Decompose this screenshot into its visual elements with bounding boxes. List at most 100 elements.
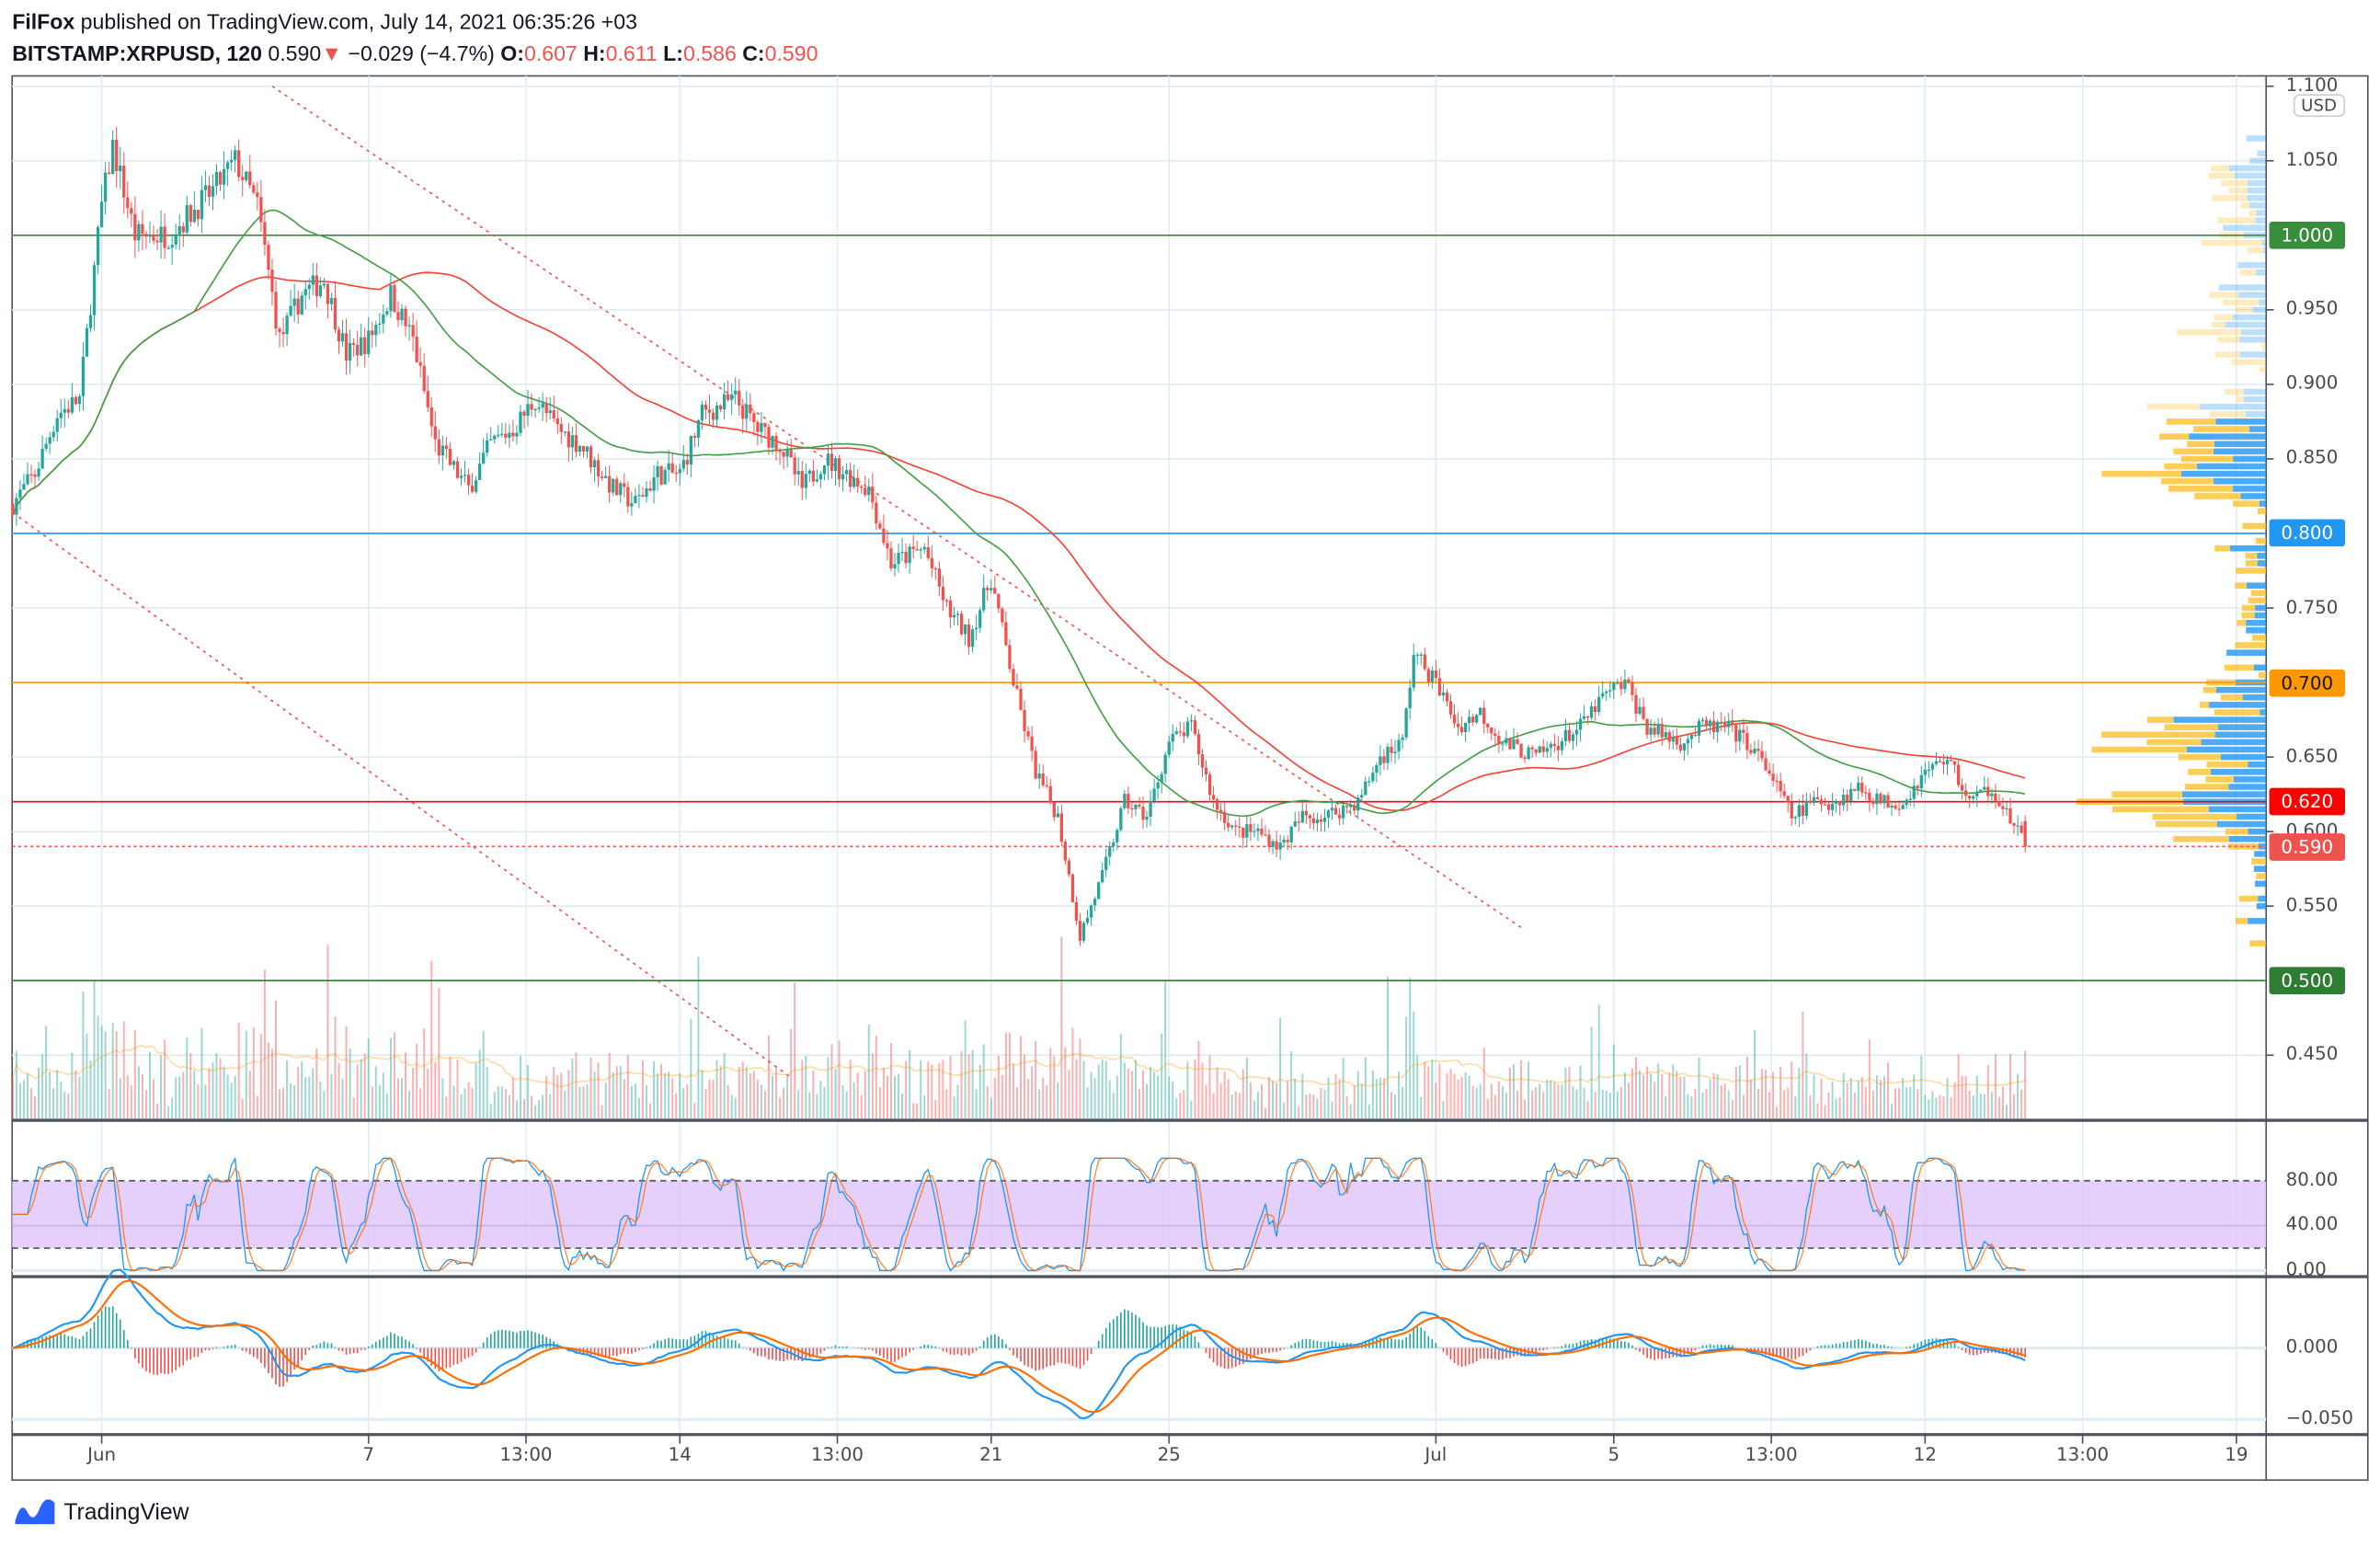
candle	[1574, 720, 1579, 747]
candle	[1594, 699, 1597, 721]
candle	[1219, 803, 1223, 821]
candle	[1619, 676, 1623, 696]
author-name[interactable]: FilFox	[12, 8, 75, 34]
volume-bar	[1320, 1087, 1322, 1119]
high-label: H:	[583, 40, 606, 65]
candle	[778, 447, 782, 465]
candle	[477, 452, 482, 481]
candle-body	[749, 404, 752, 414]
candle-body	[177, 225, 181, 236]
candle-body	[1160, 774, 1163, 783]
candle-body	[604, 476, 608, 478]
volume-profile-down-bar	[2242, 604, 2256, 612]
volume-bar	[830, 1044, 833, 1119]
volume-bar	[560, 1072, 563, 1119]
candle-body	[1760, 751, 1764, 759]
candle	[955, 611, 960, 626]
candle-body	[1390, 746, 1393, 753]
volume-bar	[645, 1084, 647, 1119]
candle	[1437, 668, 1442, 697]
candle	[1890, 801, 1894, 817]
candle-body	[189, 204, 192, 223]
volume-bar	[334, 1016, 337, 1119]
volume-bar	[511, 1077, 514, 1119]
volume-bar	[1008, 1032, 1011, 1119]
candle	[1048, 779, 1052, 806]
volume-bar	[100, 1026, 103, 1119]
candle-body	[133, 213, 137, 241]
volume-bar	[1241, 1069, 1244, 1119]
candle-body	[15, 498, 18, 515]
candle-body	[1619, 682, 1623, 690]
volume-bar	[374, 1066, 377, 1119]
candle-body	[1397, 739, 1401, 752]
candle-body	[1282, 840, 1286, 843]
candle	[1045, 775, 1048, 789]
candle	[1945, 755, 1950, 775]
candle	[844, 463, 849, 482]
candle-body	[1704, 719, 1709, 727]
tradingview-logo[interactable]: TradingView	[12, 1496, 189, 1527]
candle-body	[1649, 728, 1653, 735]
volume-profile-up-bar	[2257, 552, 2267, 559]
volume-bar	[938, 1062, 941, 1119]
candle	[1034, 746, 1037, 780]
volume-profile-down-bar	[2177, 328, 2242, 336]
candle-body	[807, 470, 811, 475]
symbol-label[interactable]: BITSTAMP:XRPUSD, 120	[12, 40, 262, 65]
candle-body	[1667, 732, 1671, 742]
candle-body	[745, 404, 749, 419]
candle	[704, 400, 708, 419]
candle	[1134, 804, 1138, 817]
currency-button[interactable]: USD	[2293, 94, 2345, 118]
volume-bar	[1564, 1068, 1567, 1119]
candle-body	[926, 546, 930, 558]
volume-bar	[741, 1061, 744, 1119]
volume-bar	[712, 1080, 715, 1119]
candle-body	[852, 477, 856, 487]
volume-profile-up-bar	[2228, 165, 2267, 172]
candle	[234, 144, 237, 173]
volume-bar	[1398, 1071, 1401, 1119]
candle-body	[1860, 782, 1864, 793]
candle	[404, 304, 407, 337]
volume-bar	[856, 1072, 859, 1119]
volume-bar	[1360, 1083, 1363, 1119]
candle-body	[1556, 746, 1561, 751]
candle	[1156, 774, 1160, 800]
candle-body	[267, 245, 270, 270]
candle-body	[741, 405, 745, 419]
trendline	[12, 511, 792, 1079]
candle-body	[941, 586, 945, 601]
candle-body	[1634, 694, 1638, 714]
candle	[1656, 717, 1660, 739]
volume-bar	[1583, 1087, 1585, 1119]
candle	[411, 313, 415, 352]
candle-body	[1289, 826, 1293, 842]
candle-body	[426, 391, 429, 407]
volume-bar	[252, 1026, 255, 1119]
candle	[374, 320, 378, 348]
candle-body	[623, 483, 626, 487]
candle	[426, 375, 429, 413]
volume-bar	[434, 1061, 437, 1119]
volume-bar	[1475, 1087, 1478, 1119]
volume-bar	[1642, 1074, 1645, 1119]
volume-bar	[1639, 1070, 1642, 1119]
volume-bar	[330, 1073, 333, 1119]
volume-bar	[26, 1073, 29, 1119]
candle-body	[1382, 756, 1386, 763]
candle-body	[1238, 826, 1241, 829]
candle	[92, 260, 97, 331]
candle	[1264, 825, 1267, 836]
volume-bar	[2005, 1104, 2008, 1119]
volume-bar	[256, 1095, 258, 1119]
candle	[1286, 835, 1289, 851]
candle	[990, 579, 993, 594]
volume-bar	[1779, 1066, 1782, 1119]
volume-profile-up-bar	[2241, 328, 2267, 336]
candle-body	[889, 548, 893, 569]
volume-bar	[1575, 1089, 1578, 1119]
candle	[185, 195, 189, 235]
